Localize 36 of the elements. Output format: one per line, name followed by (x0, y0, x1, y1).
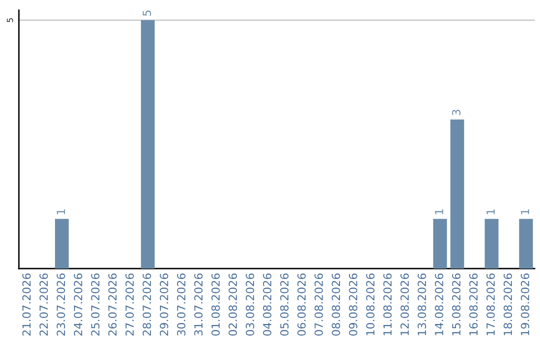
x-tick-label: 28.07.2026 (142, 273, 152, 336)
x-tick-label: 17.08.2026 (486, 273, 495, 336)
x-tick-label: 12.08.2026 (400, 273, 409, 336)
data-label: 1 (435, 209, 444, 214)
x-tick-label: 15.08.2026 (452, 273, 460, 336)
x-tick-label: 16.08.2026 (469, 273, 478, 336)
x-tick-label: 18.08.2026 (504, 273, 512, 336)
data-label: 1 (486, 209, 495, 214)
x-tick-label: 05.08.2026 (280, 273, 289, 336)
x-tick-label: 13.08.2026 (418, 273, 426, 336)
x-tick-label: 30.07.2026 (177, 273, 186, 336)
data-label: 1 (56, 209, 65, 214)
x-tick-label: 23.07.2026 (56, 273, 66, 336)
x-tick-label: 01.08.2026 (211, 273, 220, 336)
x-tick-label: 02.08.2026 (228, 273, 237, 336)
x-tick-label: 09.08.2026 (348, 273, 358, 336)
x-tick-label: 06.08.2026 (297, 273, 306, 336)
x-tick-label: 21.07.2026 (22, 273, 31, 336)
x-tick-label: 19.08.2026 (520, 273, 530, 336)
x-tick-label: 29.07.2026 (160, 273, 168, 336)
data-label: 3 (452, 110, 460, 116)
x-tick-label: 04.08.2026 (262, 273, 272, 336)
x-tick-label: 26.07.2026 (108, 273, 117, 336)
x-tick-label: 27.07.2026 (125, 273, 134, 336)
x-tick-label: 10.08.2026 (366, 273, 375, 336)
x-tick-label: 25.07.2026 (91, 273, 100, 336)
x-tick-label: 22.07.2026 (40, 273, 48, 336)
x-tick-label: 31.07.2026 (194, 273, 203, 336)
x-tick-label: 03.08.2026 (246, 273, 254, 336)
x-tick-label: 08.08.2026 (332, 273, 340, 336)
x-tick-label: 14.08.2026 (434, 273, 444, 336)
x-tick-label: 11.08.2026 (383, 273, 392, 336)
data-label: 1 (520, 209, 530, 214)
x-tick-label: 07.08.2026 (314, 273, 323, 336)
data-label: 5 (142, 10, 152, 16)
x-tick-label: 24.07.2026 (74, 273, 82, 336)
